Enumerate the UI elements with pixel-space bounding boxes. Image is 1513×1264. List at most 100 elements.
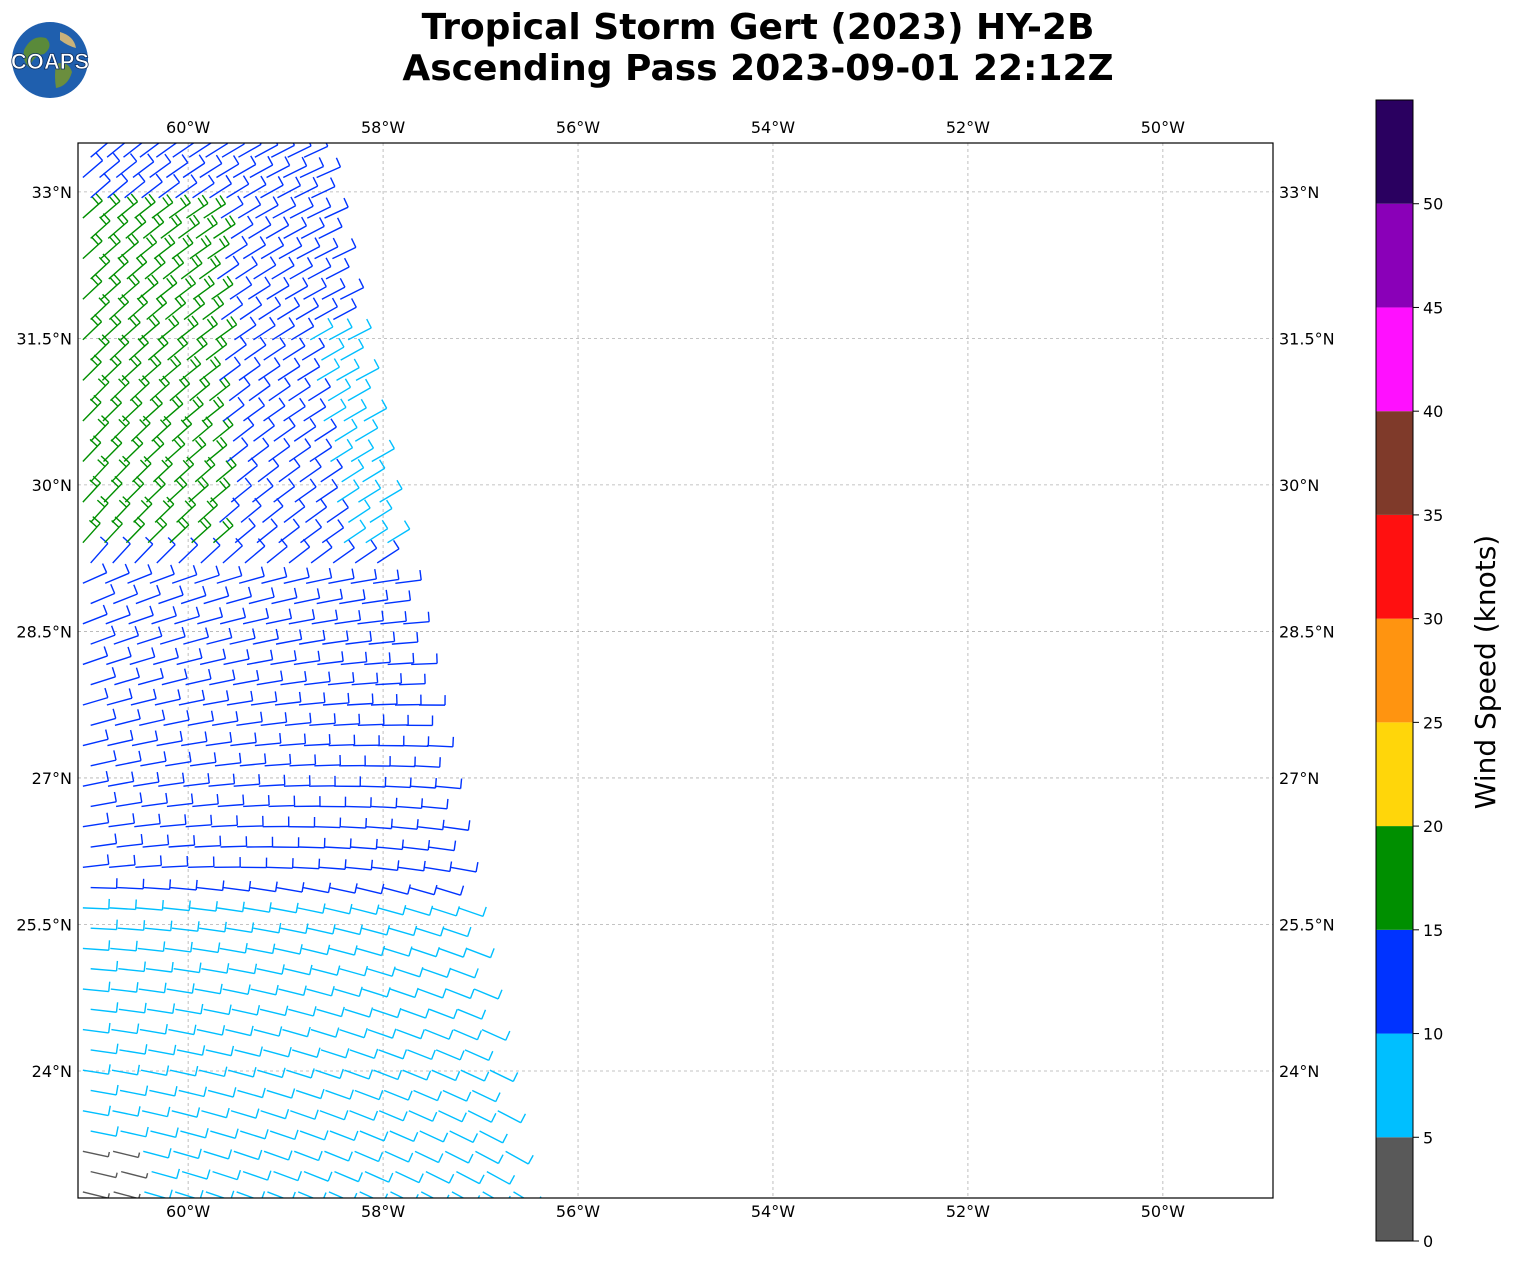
wind-barb-flag <box>331 297 338 308</box>
wind-barb-shaft <box>170 886 197 891</box>
wind-barb-flag <box>112 708 117 719</box>
wind-barb-flag <box>242 175 250 185</box>
wind-barb-flag <box>259 336 267 346</box>
wind-barb-flag <box>427 840 431 851</box>
wind-barb-flag <box>333 713 336 724</box>
wind-barb-flag <box>225 586 230 597</box>
wind-barb-shaft <box>240 505 262 523</box>
wind-barb-shaft <box>256 525 278 544</box>
wind-barb-shaft <box>464 1049 490 1062</box>
wind-barb-flag <box>366 318 372 329</box>
wind-barb-flag <box>103 646 109 657</box>
wind-barb-flag <box>346 438 354 449</box>
wind-barb-shaft <box>196 323 218 341</box>
wind-barb-flag <box>509 1175 516 1185</box>
wind-barb-flag <box>130 358 138 367</box>
wind-barb-shaft <box>151 423 172 442</box>
wind-barb-shaft <box>116 843 143 848</box>
wind-barb-flag <box>295 902 299 913</box>
wind-barb-shaft <box>247 947 273 955</box>
wind-barb-flag <box>154 479 163 489</box>
wind-barb-flag <box>396 1007 402 1018</box>
wind-barb-shaft <box>339 826 366 829</box>
wind-barb-flag <box>248 880 252 892</box>
wind-barb-flag <box>201 1045 206 1056</box>
wind-barb-flag <box>248 586 253 597</box>
wind-barb-flag <box>342 499 349 509</box>
colorbar-tick-label: 0 <box>1423 1232 1433 1251</box>
wind-barb-flag <box>274 881 278 892</box>
wind-barb-shaft <box>177 323 199 341</box>
wind-barb-shaft <box>320 466 343 483</box>
wind-barb-shaft <box>324 206 349 219</box>
wind-barb-shaft <box>119 281 140 300</box>
wind-barb-shaft <box>254 742 281 747</box>
wind-barb-shaft <box>247 445 270 463</box>
wind-barb-shaft <box>240 1130 266 1140</box>
wind-barb-flag <box>250 1025 254 1036</box>
wind-barb-flag <box>138 133 144 141</box>
wind-barb-flag <box>221 1025 226 1036</box>
wind-barb-flag <box>149 605 154 616</box>
wind-barb-shaft <box>303 743 331 747</box>
wind-barb-flag <box>400 673 403 684</box>
wind-barb-shaft <box>428 846 455 852</box>
wind-barb-shaft <box>354 427 379 442</box>
wind-barb-flag <box>103 172 111 182</box>
wind-barb-flag <box>190 793 194 804</box>
wind-barb-shaft <box>387 528 411 544</box>
wind-barb-shaft <box>90 1170 117 1179</box>
wind-barb-flag <box>318 337 326 347</box>
lat-tick-label-left: 27°N <box>32 769 72 788</box>
wind-barb-flag <box>131 233 139 243</box>
wind-barb-flag <box>283 216 290 226</box>
wind-barb-flag <box>323 692 326 703</box>
wind-barb-flag <box>197 1148 202 1159</box>
wind-barb-shaft <box>237 1089 263 1099</box>
wind-barb-shaft <box>297 1191 315 1198</box>
wind-barb-shaft <box>211 283 234 300</box>
wind-barb-flag <box>179 476 188 485</box>
lat-tick-label-left: 33°N <box>32 183 72 202</box>
wind-barb-flag <box>112 193 121 202</box>
wind-barb-flag <box>181 772 185 783</box>
wind-barb-shaft <box>107 220 129 239</box>
wind-barb-shaft <box>119 1089 146 1097</box>
wind-barb-shaft <box>90 801 117 808</box>
wind-barb-shaft <box>305 506 327 523</box>
wind-barb-shaft <box>238 143 262 158</box>
wind-barb-flag <box>162 941 166 952</box>
lat-tick-label-right: 31.5°N <box>1279 329 1335 348</box>
wind-barb-shaft <box>264 763 291 767</box>
wind-barb-shaft <box>394 968 420 978</box>
wind-barb-flag <box>159 855 163 866</box>
wind-barb-flag <box>315 518 323 528</box>
wind-barb-shaft <box>90 543 109 564</box>
wind-barb-flag <box>413 925 418 936</box>
wind-barb-shaft <box>230 223 254 239</box>
wind-barb-flag <box>195 606 200 617</box>
wind-barb-shaft <box>411 947 437 958</box>
wind-barb-shaft <box>201 1110 227 1119</box>
wind-barb-flag <box>175 480 184 489</box>
lon-tick-label-top: 58°W <box>361 118 405 137</box>
wind-barb-shaft <box>90 886 117 889</box>
wind-barb-flag <box>177 520 186 529</box>
lon-tick-label-top: 50°W <box>1141 118 1185 137</box>
wind-barb-flag <box>115 1043 119 1054</box>
wind-barb-flag <box>230 1190 235 1198</box>
wind-barb-flag <box>137 709 141 720</box>
wind-barb-flag <box>412 652 415 663</box>
wind-barb-flag <box>237 396 245 406</box>
wind-barb-shaft <box>365 528 389 544</box>
wind-barb-flag <box>392 631 396 642</box>
wind-barb-flag <box>113 314 122 323</box>
wind-barb-shaft <box>274 701 301 706</box>
wind-barb-shaft <box>294 185 318 199</box>
wind-barb-shaft <box>135 593 161 605</box>
wind-barb-shaft <box>109 382 130 402</box>
wind-barb-shaft <box>82 572 107 584</box>
wind-barb-flag <box>375 904 380 915</box>
wind-barb-flag <box>210 497 218 506</box>
wind-barb-shaft <box>151 615 177 625</box>
